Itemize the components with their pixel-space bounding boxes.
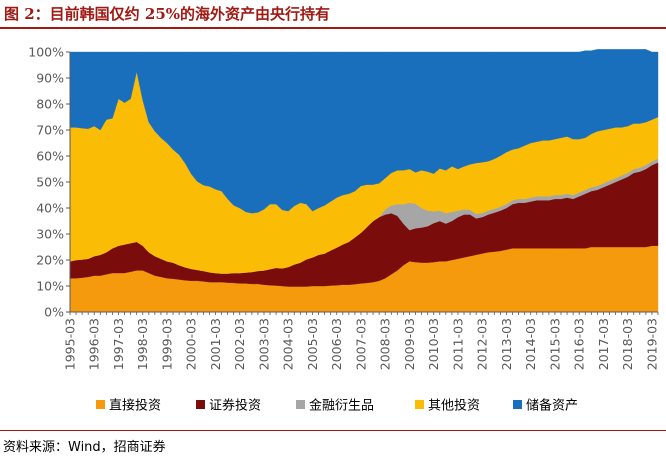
x-tick-label: 2017-03 [596,318,611,370]
x-tick-label: 2003-03 [256,318,271,370]
legend-label-4: 储备资产 [526,398,578,414]
y-tick-label: 80% [36,97,64,112]
x-tick-label: 2008-03 [378,318,393,370]
area-layer [69,49,659,313]
x-tick-label: 1998-03 [135,318,150,370]
y-tick-label: 50% [36,175,64,190]
legend-label-2: 金融衍生品 [309,398,374,414]
y-tick-label: 60% [36,149,64,164]
source-rule [0,430,666,431]
y-tick-label: 90% [36,71,64,86]
x-tick-label: 2002-03 [232,318,247,370]
y-tick-label: 10% [36,279,64,294]
legend: 直接投资 证券投资 金融衍生品 其他投资 储备资产 [96,398,578,414]
y-tick-label: 0% [44,305,64,320]
x-tick-label: 2015-03 [547,318,562,370]
legend-label-1: 证券投资 [209,398,261,414]
y-tick-label: 20% [36,253,64,268]
x-tick-label: 2006-03 [329,318,344,370]
x-tick-label: 1999-03 [159,318,174,370]
stacked-area-chart: 0% 10% 20% 30% 40% 50% 60% 70% 80% 90% 100% 1995-03… [28,45,659,414]
legend-swatch-2 [296,400,305,409]
x-tick-label: 2007-03 [353,318,368,370]
series-area-4 [69,49,659,214]
x-tick-label: 2018-03 [620,318,635,370]
legend-swatch-4 [513,400,522,409]
legend-swatch-1 [196,400,205,409]
x-tick-label: 2005-03 [305,318,320,370]
x-tick-label: 2010-03 [426,318,441,370]
legend-label-3: 其他投资 [428,398,480,414]
axes-layer: 0% 10% 20% 30% 40% 50% 60% 70% 80% 90% 100% 1995-03… [28,45,659,371]
x-tick-label: 2014-03 [523,318,538,370]
x-tick-label: 2012-03 [475,318,490,370]
x-tick-label: 1997-03 [111,318,126,370]
source-note: 资料来源：Wind，招商证券 [3,440,166,455]
y-tick-label: 100% [28,45,64,60]
legend-swatch-3 [415,400,424,409]
x-tick-label: 1996-03 [87,318,102,370]
y-tick-label: 30% [36,227,64,242]
x-tick-label: 2016-03 [572,318,587,370]
x-tick-label: 2004-03 [281,318,296,370]
legend-swatch-0 [96,400,105,409]
x-tick-label: 2009-03 [402,318,417,370]
x-tick-label: 2000-03 [184,318,199,370]
x-tick-label: 1995-03 [63,318,78,370]
legend-label-0: 直接投资 [109,398,161,414]
y-tick-label: 70% [36,123,64,138]
title-rule [0,27,666,29]
x-tick-label: 2011-03 [450,318,465,370]
x-tick-label: 2013-03 [499,318,514,370]
x-tick-label: 2001-03 [208,318,223,370]
chart-title: 图 2：目前韩国仅约 25%的海外资产由央行持有 [4,5,331,23]
y-tick-label: 40% [36,201,64,216]
x-tick-label: 2019-03 [644,318,659,370]
